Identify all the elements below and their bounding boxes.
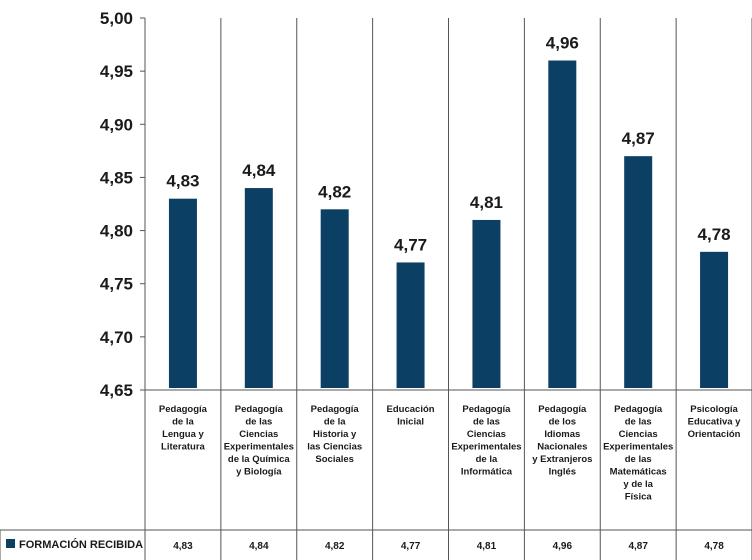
x-category-label-line: Inglés — [549, 467, 576, 478]
data-table-value: 4,81 — [477, 541, 497, 552]
x-category-label-line: de los — [549, 417, 576, 428]
y-tick-label: 5,00 — [100, 9, 133, 28]
bar — [396, 262, 425, 388]
x-category-label-line: Ciencias — [467, 429, 506, 440]
data-label: 4,83 — [166, 172, 199, 191]
data-label: 4,81 — [470, 193, 503, 212]
x-category-label-line: Matemáticas — [610, 467, 667, 478]
x-category-label-line: las Ciencias — [307, 442, 362, 453]
x-category-label: Pedagogía de las Ciencias Experimentales de … — [224, 404, 294, 478]
x-category-label-line: Historia y — [313, 429, 357, 440]
x-category-label-line: Nacionales — [537, 442, 587, 453]
x-category-label-line: Experimentales — [224, 442, 294, 453]
x-category-label-line: Idiomas — [544, 429, 580, 440]
y-tick-label: 4,80 — [100, 222, 133, 241]
x-category-label: Pedagogía de los Idiomas Nacionales y Extran… — [532, 404, 592, 478]
x-category-label-line: Lengua y — [162, 429, 204, 440]
data-label: 4,82 — [318, 182, 351, 201]
data-table-value: 4,77 — [401, 541, 421, 552]
x-category-label: Educación Inicial — [387, 404, 435, 428]
data-label: 4,96 — [546, 34, 579, 53]
y-tick-label: 4,75 — [100, 275, 133, 294]
bar — [320, 209, 349, 388]
x-category-label-line: Pedagogía — [614, 404, 663, 415]
x-category-label-line: Literatura — [161, 442, 206, 453]
data-table-value: 4,96 — [553, 541, 573, 552]
y-tick-label: 4,85 — [100, 168, 133, 187]
data-table-value: 4,83 — [173, 541, 193, 552]
data-table-value: 4,78 — [704, 541, 724, 552]
x-category-label-line: Educación — [387, 404, 435, 415]
y-tick-label: 4,95 — [100, 62, 133, 81]
x-category-label-line: de la — [324, 417, 346, 428]
x-category-label-line: Orientación — [688, 429, 741, 440]
legend-label: FORMACIÓN RECIBIDA — [19, 538, 143, 551]
y-tick-label: 4,70 — [100, 328, 133, 347]
bar — [472, 219, 501, 388]
x-category-label-line: Ciencias — [619, 429, 658, 440]
data-label: 4,77 — [394, 235, 427, 254]
x-category-label-line: Psicología — [690, 404, 738, 415]
x-category-label-line: Sociales — [315, 454, 354, 465]
data-label: 4,84 — [242, 161, 276, 180]
bar — [548, 60, 577, 389]
x-category-label-line: Experimentales — [603, 442, 673, 453]
data-label: 4,87 — [622, 129, 655, 148]
data-label: 4,78 — [698, 225, 731, 244]
x-category-label-line: Inicial — [397, 417, 424, 428]
x-category-label-line: Informática — [461, 467, 513, 478]
x-category-label-line: Ciencias — [239, 429, 278, 440]
x-category-label-line: de la — [476, 454, 498, 465]
x-category-label-line: Pedagogía — [235, 404, 284, 415]
x-category-label-line: Pedagogía — [311, 404, 360, 415]
y-tick-label: 4,90 — [100, 115, 133, 134]
x-category-label-line: y Biología — [236, 467, 282, 478]
data-table-value: 4,82 — [325, 541, 345, 552]
x-category-label: Pedagogía de las Ciencias Experimentales de … — [451, 404, 521, 478]
x-category-label: Pedagogía de la Historia y las Ciencias Soci… — [307, 404, 362, 465]
legend-swatch — [6, 539, 15, 548]
bar — [168, 198, 197, 388]
x-category-label-line: de la Química — [228, 454, 290, 465]
bar — [700, 251, 729, 388]
x-category-label-line: de las — [625, 417, 652, 428]
x-category-label-line: Educativa y — [688, 417, 742, 428]
x-category-label-line: Física — [625, 492, 653, 503]
x-category-label-line: de la — [172, 417, 194, 428]
bar — [624, 156, 653, 388]
x-category-label-line: Pedagogía — [538, 404, 587, 415]
x-category-label-line: Experimentales — [451, 442, 521, 453]
x-category-label-line: y de la — [623, 479, 653, 490]
x-category-label: Pedagogía de la Lengua y Literatura — [159, 404, 208, 453]
x-category-label: Pedagogía de las Ciencias Experimentales de … — [603, 404, 673, 503]
data-table-value: 4,84 — [249, 541, 269, 552]
x-category-label-line: Pedagogía — [462, 404, 511, 415]
x-category-label-line: Pedagogía — [159, 404, 208, 415]
y-tick-label: 4,65 — [100, 381, 133, 400]
x-category-label-line: de las — [625, 454, 652, 465]
x-category-label-line: de las — [245, 417, 272, 428]
x-category-label-line: y Extranjeros — [532, 454, 592, 465]
x-category-label: Psicología Educativa y Orientación — [688, 404, 742, 440]
data-table-value: 4,87 — [628, 541, 648, 552]
bar — [244, 188, 273, 388]
x-category-label-line: de las — [473, 417, 500, 428]
